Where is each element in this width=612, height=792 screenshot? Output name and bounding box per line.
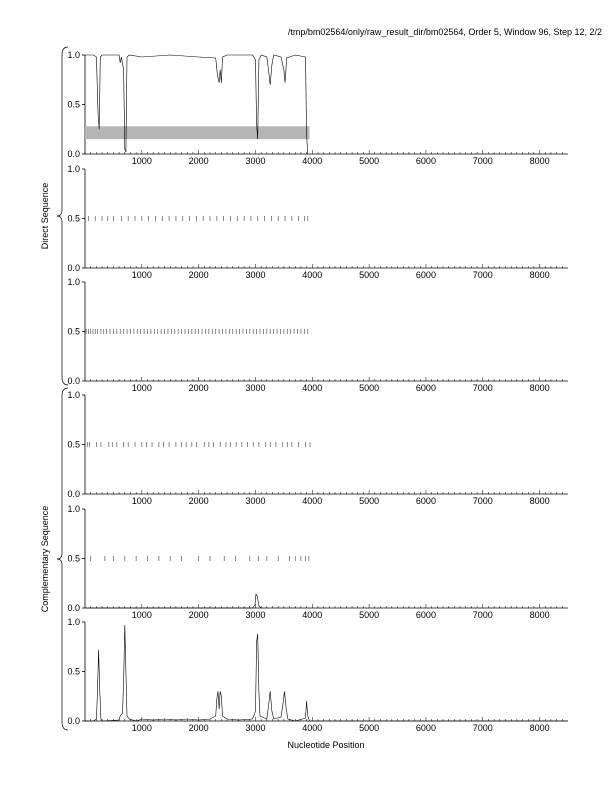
- x-tick-label: 7000: [473, 270, 493, 280]
- x-tick-label: 6000: [416, 610, 436, 620]
- x-tick-label: 3000: [245, 270, 265, 280]
- y-tick-label: 0.5: [67, 440, 80, 450]
- x-tick-label: 7000: [473, 383, 493, 393]
- data-series-line: [85, 593, 262, 609]
- y-tick-label: 1.0: [67, 164, 80, 174]
- y-tick-label: 0.0: [67, 263, 80, 273]
- panel-4: 0.0 0.5 1.0 1000 2000 3000 4000 5000 6000 7000 800…: [67, 390, 568, 506]
- panel-3: 0.0 0.5 1.0 1000 2000 3000 4000 5000 6000 7000 800…: [67, 277, 568, 393]
- x-tick-label: 8000: [530, 383, 550, 393]
- x-tick-label: 6000: [416, 496, 436, 506]
- x-tick-label: 2000: [189, 156, 209, 166]
- x-tick-label: 1000: [132, 723, 152, 733]
- x-tick-label: 2000: [189, 496, 209, 506]
- y-tick-label: 1.0: [67, 390, 80, 400]
- threshold-band: [85, 126, 310, 140]
- x-tick-label: 1000: [132, 270, 152, 280]
- x-tick-label: 8000: [530, 723, 550, 733]
- complementary-sequence-brace: [56, 387, 69, 731]
- figure-header: /tmp/bm02564/only/raw_result_dir/bm02564…: [287, 27, 602, 37]
- x-tick-label: 4000: [302, 723, 322, 733]
- x-tick-label: 3000: [245, 723, 265, 733]
- x-tick-label: 1000: [132, 156, 152, 166]
- y-tick-label: 1.0: [67, 50, 80, 60]
- x-tick-label: 2000: [189, 723, 209, 733]
- x-tick-label: 6000: [416, 156, 436, 166]
- x-tick-label: 1000: [132, 496, 152, 506]
- x-tick-label: 4000: [302, 610, 322, 620]
- x-tick-label: 5000: [359, 270, 379, 280]
- x-tick-label: 4000: [302, 383, 322, 393]
- panel-5: 0.0 0.5 1.0 1000 2000 3000 4000 5000 6000 7000 800…: [67, 504, 568, 620]
- x-tick-label: 3000: [245, 610, 265, 620]
- x-axis-label: Nucleotide Position: [287, 740, 364, 750]
- x-tick-label: 5000: [359, 156, 379, 166]
- x-tick-label: 5000: [359, 610, 379, 620]
- x-tick-label: 2000: [189, 610, 209, 620]
- x-tick-label: 8000: [530, 270, 550, 280]
- y-tick-label: 0.5: [67, 214, 80, 224]
- panel-6: 0.0 0.5 1.0 1000 2000 3000 4000 5000 6000 7000 800…: [67, 617, 568, 733]
- x-tick-label: 1000: [132, 610, 152, 620]
- panel-1: 0.0 0.5 1.0 1000 2000 3000 4000 5000 6000 7000 800…: [67, 50, 568, 166]
- x-tick-label: 3000: [245, 383, 265, 393]
- panel-2: 0.0 0.5 1.0 1000 2000 3000 4000 5000 6000 7000 800…: [67, 164, 568, 280]
- x-tick-label: 3000: [245, 156, 265, 166]
- y-tick-label: 0.0: [67, 603, 80, 613]
- x-tick-label: 4000: [302, 270, 322, 280]
- y-tick-label: 1.0: [67, 504, 80, 514]
- x-tick-label: 6000: [416, 383, 436, 393]
- x-tick-label: 8000: [530, 496, 550, 506]
- x-tick-label: 6000: [416, 723, 436, 733]
- x-tick-label: 8000: [530, 610, 550, 620]
- x-tick-label: 3000: [245, 496, 265, 506]
- direct-sequence-brace: [56, 46, 69, 386]
- x-tick-label: 7000: [473, 156, 493, 166]
- x-tick-label: 8000: [530, 156, 550, 166]
- x-tick-label: 5000: [359, 383, 379, 393]
- y-tick-label: 0.0: [67, 149, 80, 159]
- complementary-sequence-label: Complementary Sequence: [40, 506, 50, 613]
- x-tick-label: 7000: [473, 723, 493, 733]
- data-series-line: [85, 624, 568, 722]
- y-tick-label: 0.5: [67, 667, 80, 677]
- x-tick-label: 5000: [359, 496, 379, 506]
- x-tick-label: 7000: [473, 496, 493, 506]
- direct-sequence-label: Direct Sequence: [40, 183, 50, 250]
- y-tick-label: 0.5: [67, 327, 80, 337]
- y-tick-label: 0.5: [67, 100, 80, 110]
- data-series-line: [85, 54, 308, 155]
- y-tick-label: 0.5: [67, 554, 80, 564]
- x-tick-label: 2000: [189, 383, 209, 393]
- x-tick-label: 2000: [189, 270, 209, 280]
- x-tick-label: 4000: [302, 496, 322, 506]
- x-tick-label: 4000: [302, 156, 322, 166]
- y-tick-label: 1.0: [67, 277, 80, 287]
- x-tick-label: 6000: [416, 270, 436, 280]
- x-tick-label: 7000: [473, 610, 493, 620]
- x-tick-label: 1000: [132, 383, 152, 393]
- y-tick-label: 0.0: [67, 376, 80, 386]
- y-tick-label: 0.0: [67, 489, 80, 499]
- x-tick-label: 5000: [359, 723, 379, 733]
- y-tick-label: 0.0: [67, 716, 80, 726]
- y-tick-label: 1.0: [67, 617, 80, 627]
